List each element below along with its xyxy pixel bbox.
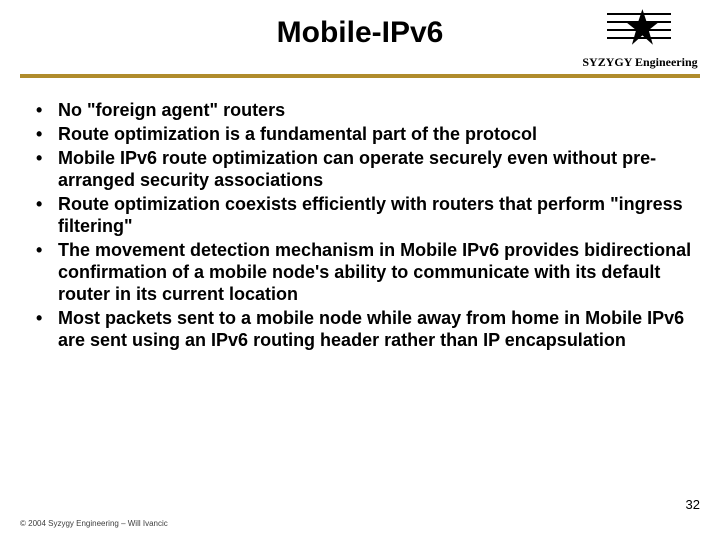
list-item: No "foreign agent" routers (28, 100, 692, 122)
company-name: SYZYGY Engineering (580, 55, 700, 70)
slide-header: Mobile-IPv6 SYZYGY Engineering (0, 0, 720, 80)
list-item: Route optimization coexists efficiently … (28, 194, 692, 238)
page-number: 32 (686, 497, 700, 512)
star-lines-icon (605, 8, 675, 48)
header-rule (20, 74, 700, 78)
company-logo-area: SYZYGY Engineering (580, 8, 700, 70)
bullet-list: No "foreign agent" routers Route optimiz… (28, 100, 692, 353)
list-item: Route optimization is a fundamental part… (28, 124, 692, 146)
list-item: Mobile IPv6 route optimization can opera… (28, 148, 692, 192)
list-item: The movement detection mechanism in Mobi… (28, 240, 692, 306)
copyright-text: © 2004 Syzygy Engineering – Will Ivancic (20, 519, 168, 528)
list-item: Most packets sent to a mobile node while… (28, 308, 692, 352)
